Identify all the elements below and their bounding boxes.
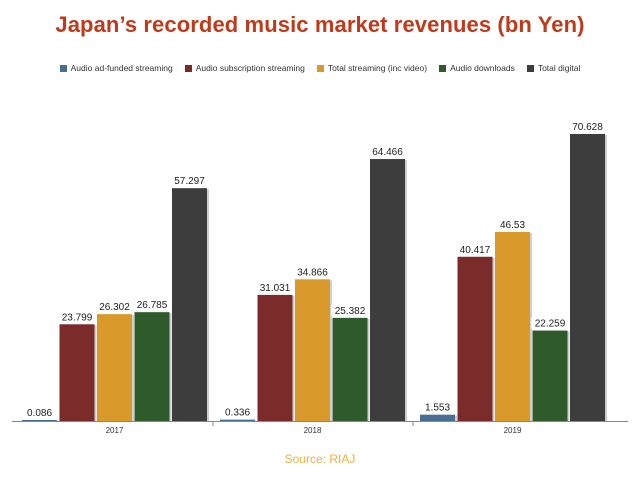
bar xyxy=(570,134,605,421)
bar xyxy=(134,312,170,421)
bar xyxy=(370,159,405,422)
data-label-background xyxy=(368,146,407,158)
data-label-background xyxy=(170,175,209,187)
source-note: Source: RIAJ xyxy=(284,452,356,466)
bar xyxy=(495,231,530,421)
bar xyxy=(532,330,568,421)
x-tick-label: 2018 xyxy=(304,426,322,435)
bar xyxy=(420,414,455,421)
data-label-background xyxy=(23,407,56,418)
data-label: 64.466 xyxy=(372,147,403,158)
data-label: 1.553 xyxy=(425,403,450,414)
data-label-background xyxy=(568,121,607,132)
data-label: 26.785 xyxy=(137,300,168,311)
data-label-background xyxy=(531,317,569,329)
data-label-background xyxy=(133,299,171,311)
data-label-background xyxy=(95,301,134,313)
legend-swatch xyxy=(316,64,324,72)
data-label: 34.866 xyxy=(297,267,328,278)
legend-item: Audio subscription streaming xyxy=(184,63,305,73)
data-label: 0.336 xyxy=(225,408,250,419)
legend-swatch xyxy=(526,64,534,72)
data-label-background xyxy=(331,304,369,316)
legend-item: Audio ad-funded streaming xyxy=(59,63,173,73)
bar xyxy=(332,317,368,421)
data-label-background xyxy=(58,311,96,323)
data-label: 25.382 xyxy=(335,306,366,317)
legend-label: Audio ad-funded streaming xyxy=(70,63,173,73)
bar xyxy=(257,294,293,421)
legend-swatch xyxy=(59,64,67,72)
bar xyxy=(220,419,255,421)
bar xyxy=(457,256,493,421)
legend-swatch xyxy=(439,64,447,72)
x-tick-label: 2019 xyxy=(504,426,522,435)
legend-item: Audio downloads xyxy=(439,63,515,73)
legend-label: Audio downloads xyxy=(450,63,515,73)
legend-label: Total streaming (inc video) xyxy=(327,63,428,73)
data-label-background xyxy=(221,406,254,418)
chart-legend: Audio ad-funded streaming Audio subscript… xyxy=(0,63,640,73)
data-label: 26.302 xyxy=(99,302,130,313)
data-label: 57.297 xyxy=(174,176,205,187)
data-label-background xyxy=(256,281,294,293)
data-label-background xyxy=(496,218,529,230)
legend-swatch xyxy=(184,64,192,72)
x-tick-label: 2017 xyxy=(106,426,124,435)
bar xyxy=(172,188,207,421)
data-label-background xyxy=(293,266,332,278)
data-label: 70.628 xyxy=(572,122,603,133)
chart-title: Japan’s recorded music market revenues (… xyxy=(55,12,585,37)
data-label-background xyxy=(421,401,454,413)
legend-item: Total streaming (inc video) xyxy=(316,63,428,73)
legend-item: Total digital xyxy=(526,63,581,73)
bar xyxy=(97,314,132,421)
data-label: 46.53 xyxy=(500,220,525,231)
data-label-background xyxy=(456,243,494,255)
bar xyxy=(59,324,95,421)
data-label: 40.417 xyxy=(460,245,491,256)
legend-label: Audio subscription streaming xyxy=(195,63,305,73)
data-label: 22.259 xyxy=(535,319,566,330)
legend-label: Total digital xyxy=(537,63,581,73)
data-label: 31.031 xyxy=(260,283,291,294)
data-label: 23.799 xyxy=(62,312,93,323)
data-label: 0.086 xyxy=(27,408,52,419)
bar xyxy=(295,279,330,421)
bar xyxy=(22,420,57,421)
